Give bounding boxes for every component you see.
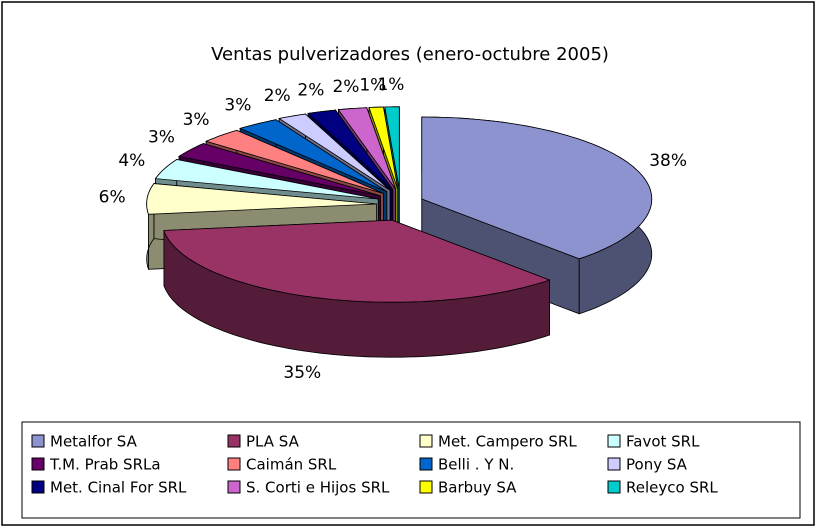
data-label: 3% — [183, 110, 210, 130]
data-label: 2% — [332, 77, 359, 97]
slice-tops — [146, 106, 653, 303]
legend-swatch — [607, 434, 621, 448]
legend-swatch — [227, 480, 241, 494]
legend-swatch — [31, 480, 45, 494]
legend-label: T.M. Prab SRLa — [49, 456, 161, 474]
legend-label: PLA SA — [246, 433, 300, 451]
legend-swatch — [227, 457, 241, 471]
legend-label: S. Corti e Hijos SRL — [246, 479, 390, 497]
data-label: 38% — [649, 151, 687, 171]
pie-slice — [178, 143, 381, 197]
data-label: 1% — [359, 75, 386, 95]
data-label: 3% — [224, 96, 251, 116]
pie-slice — [154, 159, 379, 200]
data-label: 3% — [148, 127, 175, 147]
pie-slice — [368, 106, 399, 190]
legend-swatch — [607, 457, 621, 471]
legend-swatch — [419, 457, 433, 471]
data-label: 2% — [264, 86, 291, 106]
legend-swatch — [31, 457, 45, 471]
data-label: 1% — [377, 75, 404, 95]
chart-title: Ventas pulverizadores (enero-octubre 200… — [211, 44, 609, 65]
legend-label: Caimán SRL — [246, 456, 337, 474]
legend-label: Met. Campero SRL — [438, 433, 577, 451]
legend-swatch — [607, 480, 621, 494]
pie-slice — [384, 106, 400, 189]
pie-slice — [205, 129, 384, 194]
pie-slice — [421, 116, 653, 260]
legend-label: Belli . Y N. — [438, 456, 514, 474]
pie-slice — [307, 109, 394, 190]
legend-label: Metalfor SA — [50, 433, 138, 451]
legend-swatch — [31, 434, 45, 448]
pie-slice — [278, 113, 391, 191]
legend-label: Barbuy SA — [438, 479, 517, 497]
pie-slice — [239, 119, 388, 192]
legend-label: Releyco SRL — [626, 479, 718, 497]
data-label: 6% — [99, 187, 126, 207]
legend-label: Met. Cinal For SRL — [50, 479, 187, 497]
data-label: 4% — [118, 151, 145, 171]
legend-label: Favot SRL — [626, 433, 700, 451]
data-label: 2% — [297, 81, 324, 101]
legend-swatch — [419, 480, 433, 494]
pie-slice — [146, 183, 377, 215]
data-label: 35% — [283, 363, 321, 383]
legend-swatch — [227, 434, 241, 448]
legend-swatch — [419, 434, 433, 448]
legend-label: Pony SA — [626, 456, 688, 474]
pie-slice — [337, 107, 396, 190]
pie-slice — [163, 219, 551, 303]
legend-box — [21, 421, 801, 519]
